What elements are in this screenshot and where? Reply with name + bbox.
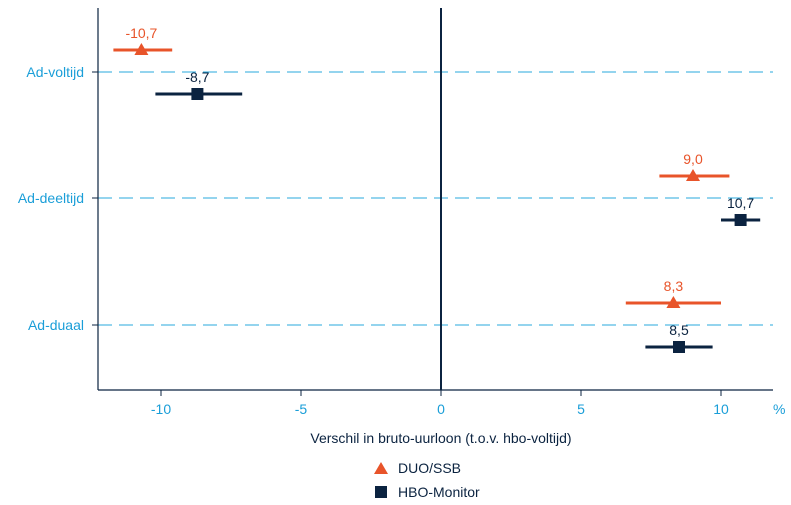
category-label: Ad-voltijd bbox=[26, 64, 84, 80]
data-label: 8,3 bbox=[664, 278, 684, 294]
x-tick-label: 5 bbox=[577, 401, 585, 417]
category-labels: Ad-voltijd Ad-deeltijd Ad-duaal bbox=[18, 64, 98, 333]
legend-item-duo-ssb: DUO/SSB bbox=[372, 456, 572, 480]
category-label: Ad-deeltijd bbox=[18, 190, 84, 206]
data-label: 10,7 bbox=[727, 195, 754, 211]
category-label: Ad-duaal bbox=[28, 317, 84, 333]
gridlines bbox=[98, 71, 773, 326]
data-point bbox=[666, 296, 681, 308]
x-tick-label: -5 bbox=[295, 401, 308, 417]
x-tick-label: -10 bbox=[151, 401, 171, 417]
square-marker-icon bbox=[372, 486, 390, 498]
x-tick-label: 10 bbox=[713, 401, 729, 417]
data-label: -8,7 bbox=[185, 69, 209, 85]
data-point bbox=[734, 214, 747, 226]
data-point bbox=[686, 169, 700, 181]
data-point bbox=[134, 43, 149, 55]
data-point bbox=[673, 341, 685, 353]
legend-label-duo-ssb: DUO/SSB bbox=[398, 460, 462, 476]
legend: DUO/SSB HBO-Monitor bbox=[372, 456, 572, 504]
x-ticks: -10 -5 0 5 10 bbox=[151, 390, 729, 417]
data-label: -10,7 bbox=[125, 25, 157, 41]
data-label: 9,0 bbox=[683, 151, 703, 167]
chart: -10 -5 0 5 10 Ad-voltijdAd-deeltijdAd-duaal … bbox=[18, 8, 785, 446]
legend-label-hbo-monitor: HBO-Monitor bbox=[398, 484, 480, 500]
triangle-marker-icon bbox=[372, 462, 390, 474]
x-tick-label: 0 bbox=[437, 401, 445, 417]
x-axis-title: Verschil in bruto-uurloon (t.o.v. hbo-vo… bbox=[310, 430, 571, 446]
x-axis-unit: % bbox=[773, 401, 785, 417]
data-marks: -10,7 9,0 8,3 -8,7 10,7 8,5 bbox=[113, 25, 761, 353]
data-label: 8,5 bbox=[669, 322, 689, 338]
data-point bbox=[191, 88, 204, 100]
legend-item-hbo-monitor: HBO-Monitor bbox=[372, 480, 572, 504]
